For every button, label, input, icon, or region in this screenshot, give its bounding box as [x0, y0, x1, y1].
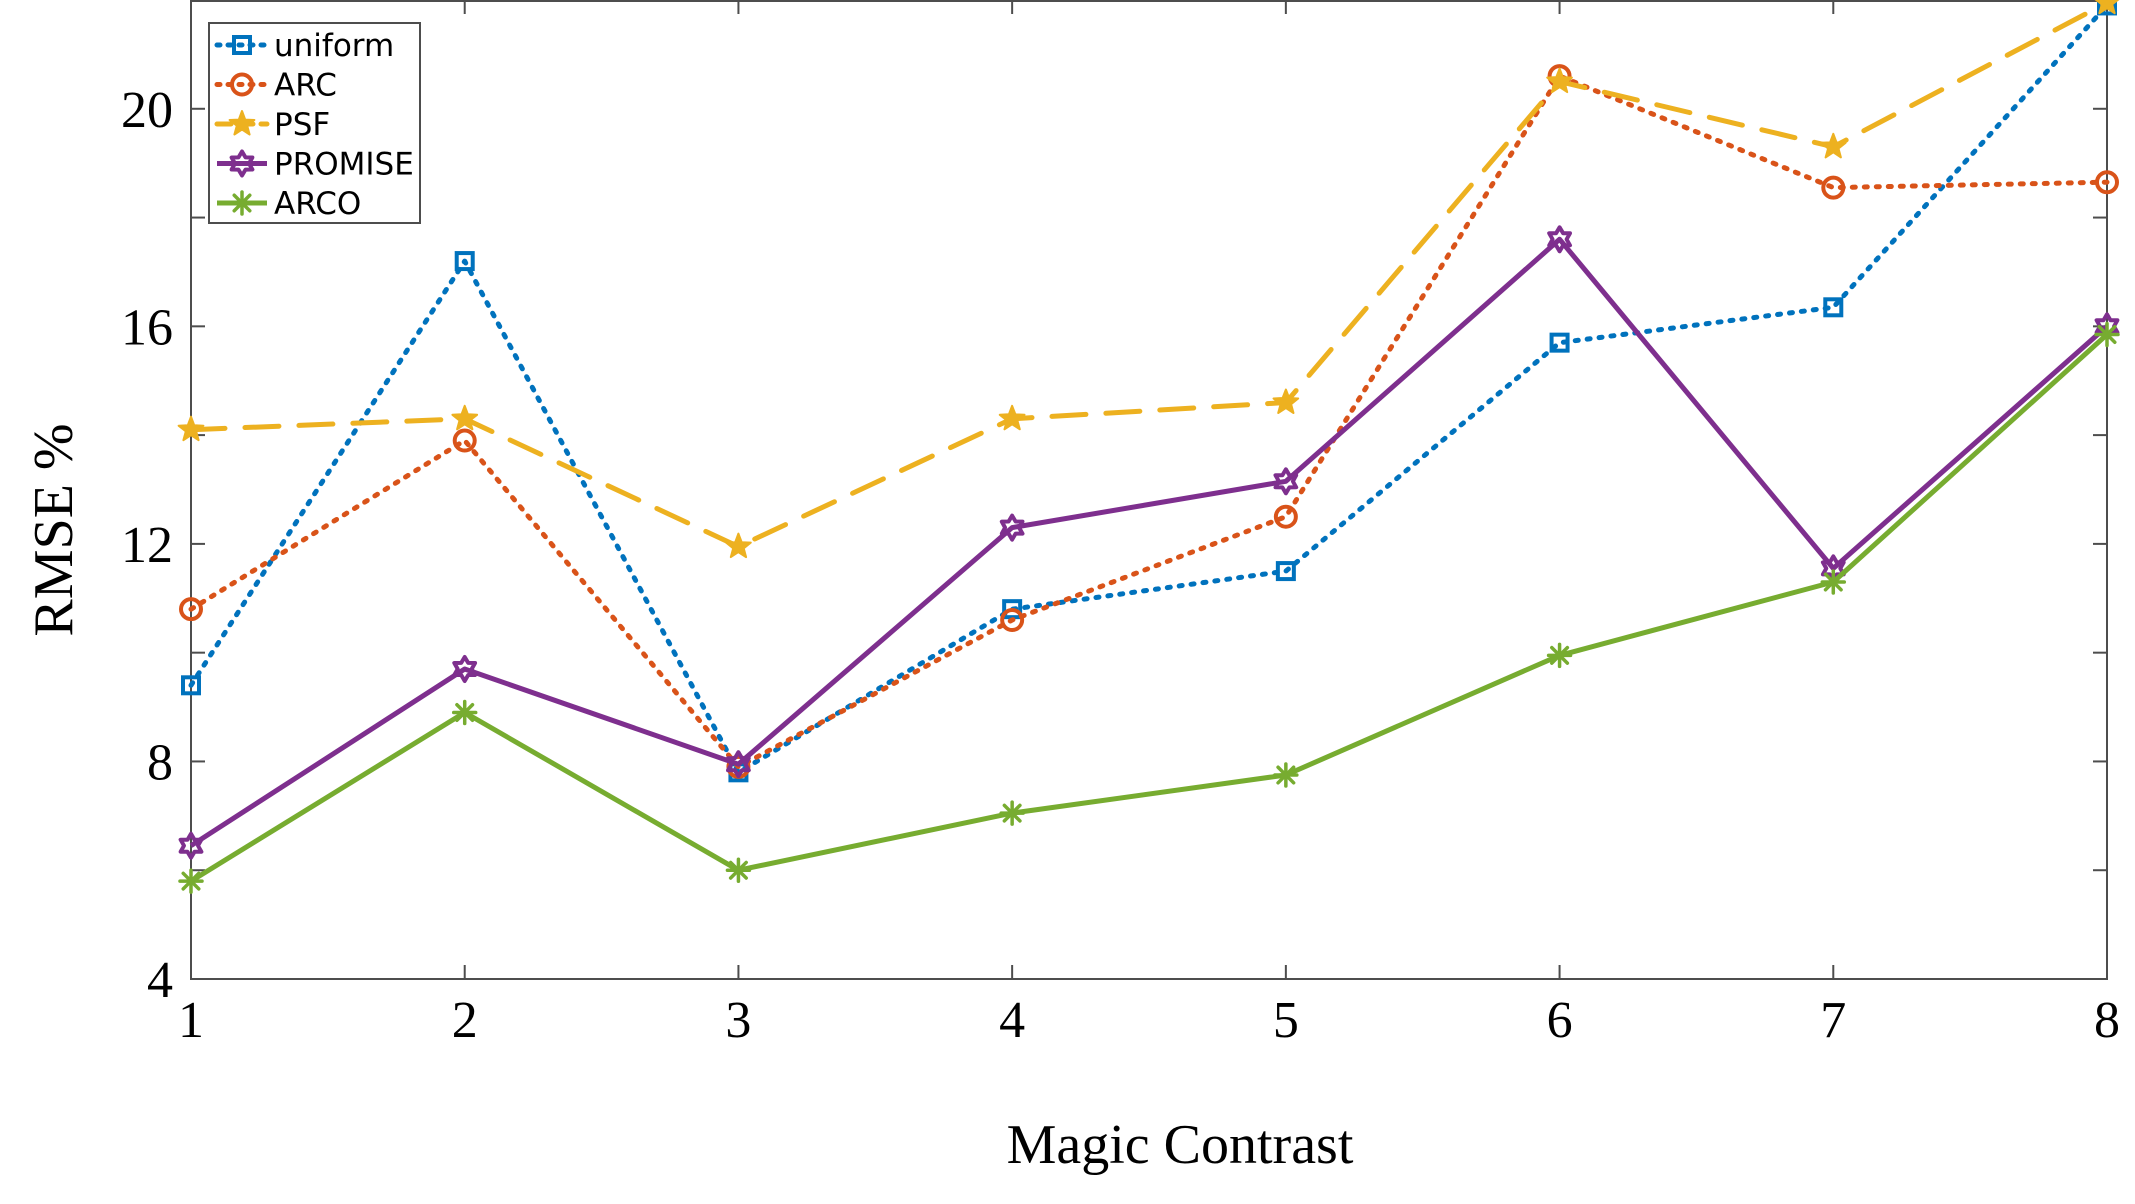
series-line	[188, 73, 2110, 770]
data-point-marker	[452, 428, 477, 453]
data-point-marker	[1546, 642, 1573, 669]
x-tick-label: 7	[1820, 992, 1846, 1049]
x-tick-label: 1	[178, 992, 204, 1049]
data-point-marker	[1546, 67, 1573, 94]
data-point-marker	[999, 513, 1025, 542]
data-point-marker	[177, 415, 205, 442]
x-tick-label: 4	[999, 992, 1025, 1049]
data-point-marker	[1000, 608, 1025, 633]
data-point-marker	[454, 251, 475, 272]
legend-item-promise: PROMISE	[217, 147, 414, 183]
asterisk-stroke	[1550, 645, 1570, 665]
legend-label: PROMISE	[274, 147, 414, 183]
legend-item-psf: PSF	[214, 107, 330, 143]
data-point-marker	[1821, 175, 1846, 200]
asterisk-stroke	[181, 871, 201, 891]
x-tick-label: 5	[1273, 992, 1299, 1049]
y-tick-label: 12	[121, 517, 173, 574]
legend-item-uniform: uniform	[214, 28, 394, 64]
x-tick-label: 8	[2094, 992, 2120, 1049]
data-point-marker	[1547, 225, 1572, 254]
legend-label: uniform	[274, 28, 394, 64]
data-point-marker	[229, 149, 255, 178]
series-promise	[178, 225, 2120, 860]
legend-item-arc: ARC	[214, 68, 337, 104]
asterisk-stroke	[728, 860, 748, 880]
x-tick-label: 2	[452, 992, 478, 1049]
x-tick-label: 3	[725, 992, 751, 1049]
data-point-marker	[725, 857, 752, 883]
asterisk-stroke	[1276, 765, 1296, 785]
data-point-marker	[181, 675, 201, 696]
data-point-marker	[179, 597, 203, 622]
data-point-marker	[2094, 321, 2120, 348]
data-point-marker	[451, 404, 479, 431]
series-layer	[177, 0, 2120, 894]
asterisk-stroke	[1002, 803, 1022, 823]
data-point-marker	[998, 404, 1026, 431]
series-line	[188, 0, 2110, 550]
legend-label: ARC	[274, 68, 337, 104]
y-axis-title: RMSE %	[23, 423, 85, 636]
y-tick-label: 16	[121, 299, 173, 356]
data-point-marker	[178, 831, 204, 860]
y-tick-label: 8	[147, 734, 173, 791]
data-point-marker	[1273, 504, 1298, 529]
data-point-marker	[1823, 297, 1844, 318]
data-point-marker	[228, 110, 256, 136]
y-tick-label: 4	[147, 952, 173, 1009]
data-point-marker	[1273, 467, 1299, 496]
data-point-marker	[999, 800, 1025, 826]
data-point-marker	[229, 190, 255, 216]
plot-frame	[190, 0, 2108, 980]
legend-label: ARCO	[274, 186, 361, 222]
data-point-marker	[178, 868, 204, 894]
legend-label: PSF	[274, 107, 330, 143]
x-tick-label: 6	[1547, 992, 1573, 1049]
data-point-marker	[1275, 561, 1296, 582]
data-point-marker	[1273, 762, 1299, 788]
data-point-marker	[2095, 170, 2119, 195]
data-point-marker	[1272, 388, 1300, 414]
data-point-marker	[1819, 132, 1847, 159]
asterisk-stroke	[232, 193, 252, 213]
data-point-marker	[1820, 569, 1847, 595]
plot-area	[190, 0, 2108, 980]
data-point-marker	[1549, 332, 1570, 353]
data-point-marker	[2097, 0, 2117, 16]
data-point-marker	[726, 750, 751, 779]
series-line	[189, 332, 2109, 884]
legend-item-arco: ARCO	[217, 186, 361, 222]
data-point-marker	[230, 72, 254, 97]
data-point-marker	[232, 35, 252, 55]
x-axis-title: Magic Contrast	[1007, 1114, 1354, 1176]
series-psf	[177, 0, 2120, 559]
asterisk-stroke	[1823, 572, 1843, 592]
asterisk-stroke	[2097, 324, 2117, 345]
series-line	[189, 236, 2109, 848]
data-point-marker	[451, 699, 478, 726]
data-point-marker	[1002, 599, 1023, 620]
series-line	[188, 2, 2110, 775]
y-tick-label: 20	[121, 82, 173, 139]
data-point-marker	[2094, 0, 2120, 15]
series-arco	[178, 321, 2120, 894]
data-point-marker	[725, 532, 752, 559]
data-point-marker	[452, 655, 478, 683]
asterisk-stroke	[455, 702, 475, 723]
